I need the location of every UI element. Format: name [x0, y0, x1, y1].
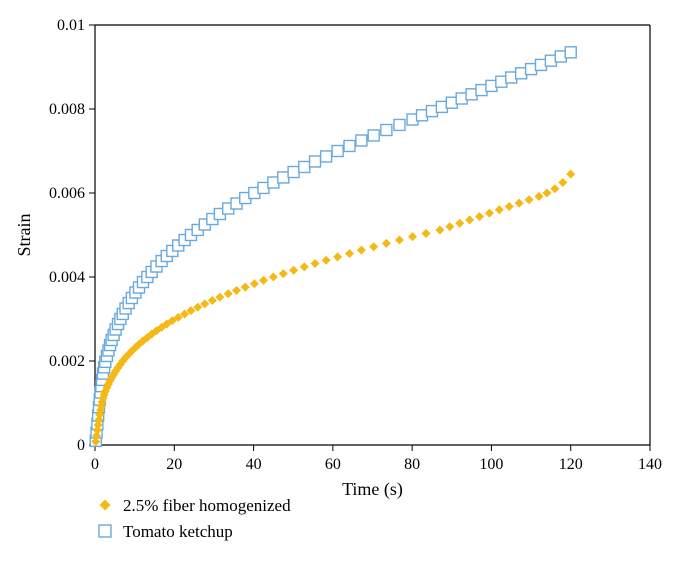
x-tick-label: 120	[559, 456, 583, 473]
y-tick-label: 0.004	[49, 269, 85, 286]
x-tick-label: 60	[325, 456, 341, 473]
x-tick-label: 20	[166, 456, 182, 473]
strain-chart: 0 20 40 60 80 100 120 140 0 0.002 0.004 0.006 0.008 0…	[0, 0, 679, 562]
y-tick-label: 0.01	[57, 17, 85, 34]
x-tick-label: 100	[479, 456, 503, 473]
x-tick-label: 0	[91, 456, 99, 473]
y-axis-label: Strain	[14, 214, 34, 257]
y-tick-label: 0	[77, 437, 85, 454]
y-tick-label: 0.006	[49, 185, 85, 202]
x-tick-label: 80	[404, 456, 420, 473]
y-tick-label: 0.008	[49, 101, 85, 118]
chart-container: 0 20 40 60 80 100 120 140 0 0.002 0.004 0.006 0.008 0…	[0, 0, 679, 562]
x-tick-label: 140	[638, 456, 662, 473]
legend-label-fiber: 2.5% fiber homogenized	[123, 496, 291, 515]
y-tick-label: 0.002	[49, 353, 85, 370]
x-tick-label: 40	[246, 456, 262, 473]
x-axis-label: Time (s)	[342, 479, 403, 500]
legend-label-ketchup: Tomato ketchup	[123, 522, 233, 541]
